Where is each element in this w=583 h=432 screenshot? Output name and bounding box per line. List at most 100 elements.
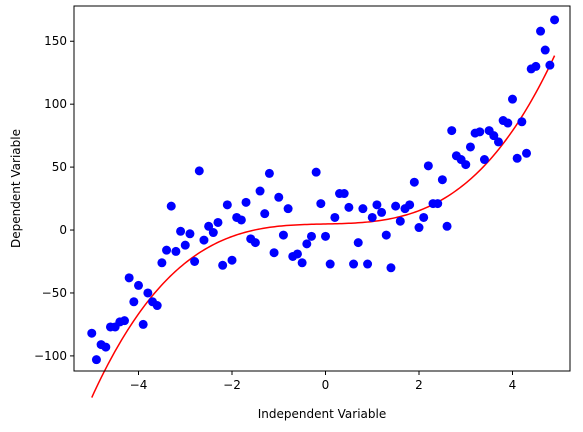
x-axis-label: Independent Variable <box>258 407 386 421</box>
data-point <box>124 273 134 283</box>
data-point <box>349 259 359 269</box>
x-tick-label: 0 <box>322 378 330 392</box>
data-point <box>194 166 204 176</box>
data-point <box>119 316 129 326</box>
data-point <box>176 226 186 236</box>
x-tick-label: 4 <box>509 378 517 392</box>
data-point <box>503 118 513 128</box>
data-point <box>325 259 335 269</box>
data-point <box>372 200 382 210</box>
y-tick-label: −50 <box>42 286 67 300</box>
data-point <box>302 239 312 249</box>
y-axis-label: Dependent Variable <box>9 129 23 248</box>
y-tick-label: 50 <box>52 160 67 174</box>
data-point <box>447 126 457 136</box>
data-point <box>545 60 555 70</box>
data-point <box>381 230 391 240</box>
data-point <box>204 221 214 231</box>
data-point <box>339 189 349 199</box>
data-point <box>306 231 316 241</box>
data-point <box>162 245 172 255</box>
data-point <box>222 200 232 210</box>
plot-frame <box>73 5 571 372</box>
data-point <box>377 207 387 217</box>
data-point <box>517 117 527 127</box>
fit-layer <box>91 55 556 398</box>
data-point <box>489 131 499 141</box>
data-point <box>255 186 265 196</box>
data-point <box>278 230 288 240</box>
data-point <box>423 161 433 171</box>
data-point <box>536 26 546 36</box>
plot-background <box>74 6 570 371</box>
data-point <box>344 202 354 212</box>
fit-line <box>91 55 556 398</box>
data-point <box>363 259 373 269</box>
data-point <box>475 127 485 137</box>
data-point <box>199 235 209 245</box>
y-tick-label: −100 <box>34 349 67 363</box>
data-point <box>358 204 368 214</box>
data-point <box>218 260 228 270</box>
data-point <box>269 248 279 258</box>
data-point <box>437 175 447 185</box>
data-point <box>101 342 111 352</box>
data-point <box>414 223 424 233</box>
data-point <box>166 201 176 211</box>
data-point <box>227 255 237 265</box>
data-point <box>157 258 167 268</box>
data-point <box>236 215 246 225</box>
data-point <box>367 212 377 222</box>
x-tick-label: 2 <box>415 378 423 392</box>
data-point <box>213 217 223 227</box>
data-point <box>330 212 340 222</box>
data-point <box>208 228 218 238</box>
data-point <box>292 249 302 259</box>
data-point <box>311 167 321 177</box>
data-point <box>353 238 363 248</box>
data-point <box>391 201 401 211</box>
data-point <box>241 197 251 207</box>
data-point <box>250 238 260 248</box>
data-point <box>419 212 429 222</box>
data-point <box>180 240 190 250</box>
data-point <box>395 216 405 226</box>
data-point <box>493 137 503 147</box>
data-point <box>508 94 517 104</box>
data-point <box>143 288 153 298</box>
data-point <box>283 204 293 214</box>
data-point <box>152 301 162 311</box>
data-point <box>274 192 284 202</box>
data-point <box>522 148 532 158</box>
data-point <box>409 177 419 187</box>
data-point <box>386 263 396 273</box>
data-point <box>465 142 475 152</box>
data-point <box>442 221 452 231</box>
data-point <box>190 257 200 266</box>
data-point <box>550 15 560 25</box>
data-point <box>321 231 331 241</box>
x-tick-label: −4 <box>130 378 148 392</box>
data-point <box>264 168 274 178</box>
data-point <box>171 246 181 256</box>
data-point <box>461 160 471 170</box>
points-layer <box>87 15 560 365</box>
data-point <box>129 297 139 307</box>
data-point <box>405 200 415 210</box>
data-point <box>260 209 270 219</box>
data-point <box>297 258 307 268</box>
y-axis: −100 −50 0 50 100 150 <box>34 34 74 363</box>
x-axis: −4 −2 0 2 4 <box>130 371 517 392</box>
y-tick-label: 100 <box>44 97 67 111</box>
data-point <box>185 229 195 239</box>
data-point <box>87 328 97 338</box>
data-point <box>91 355 101 365</box>
data-point <box>138 319 148 329</box>
data-point <box>433 199 443 209</box>
data-point <box>512 153 522 163</box>
data-point <box>540 45 550 55</box>
y-tick-label: 150 <box>44 34 67 48</box>
x-tick-label: −2 <box>223 378 241 392</box>
data-point <box>316 199 326 209</box>
